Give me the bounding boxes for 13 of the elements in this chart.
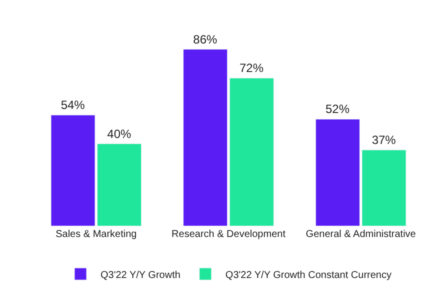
x-tick-label: Sales & Marketing [56, 229, 137, 240]
legend-label: Q3'22 Y/Y Growth [100, 270, 180, 281]
data-label: 40% [107, 126, 132, 141]
x-tick-label: General & Administrative [306, 229, 416, 240]
data-label: 54% [60, 98, 86, 112]
data-label: 72% [239, 61, 264, 76]
x-tick-label: Research & Development [172, 229, 286, 240]
bar [229, 78, 274, 226]
data-label: 37% [372, 132, 396, 147]
data-label: 86% [193, 32, 218, 46]
data-label: 52% [326, 102, 350, 116]
legend-label: Q3'22 Y/Y Growth Constant Currency [225, 270, 392, 281]
bar [183, 49, 228, 226]
